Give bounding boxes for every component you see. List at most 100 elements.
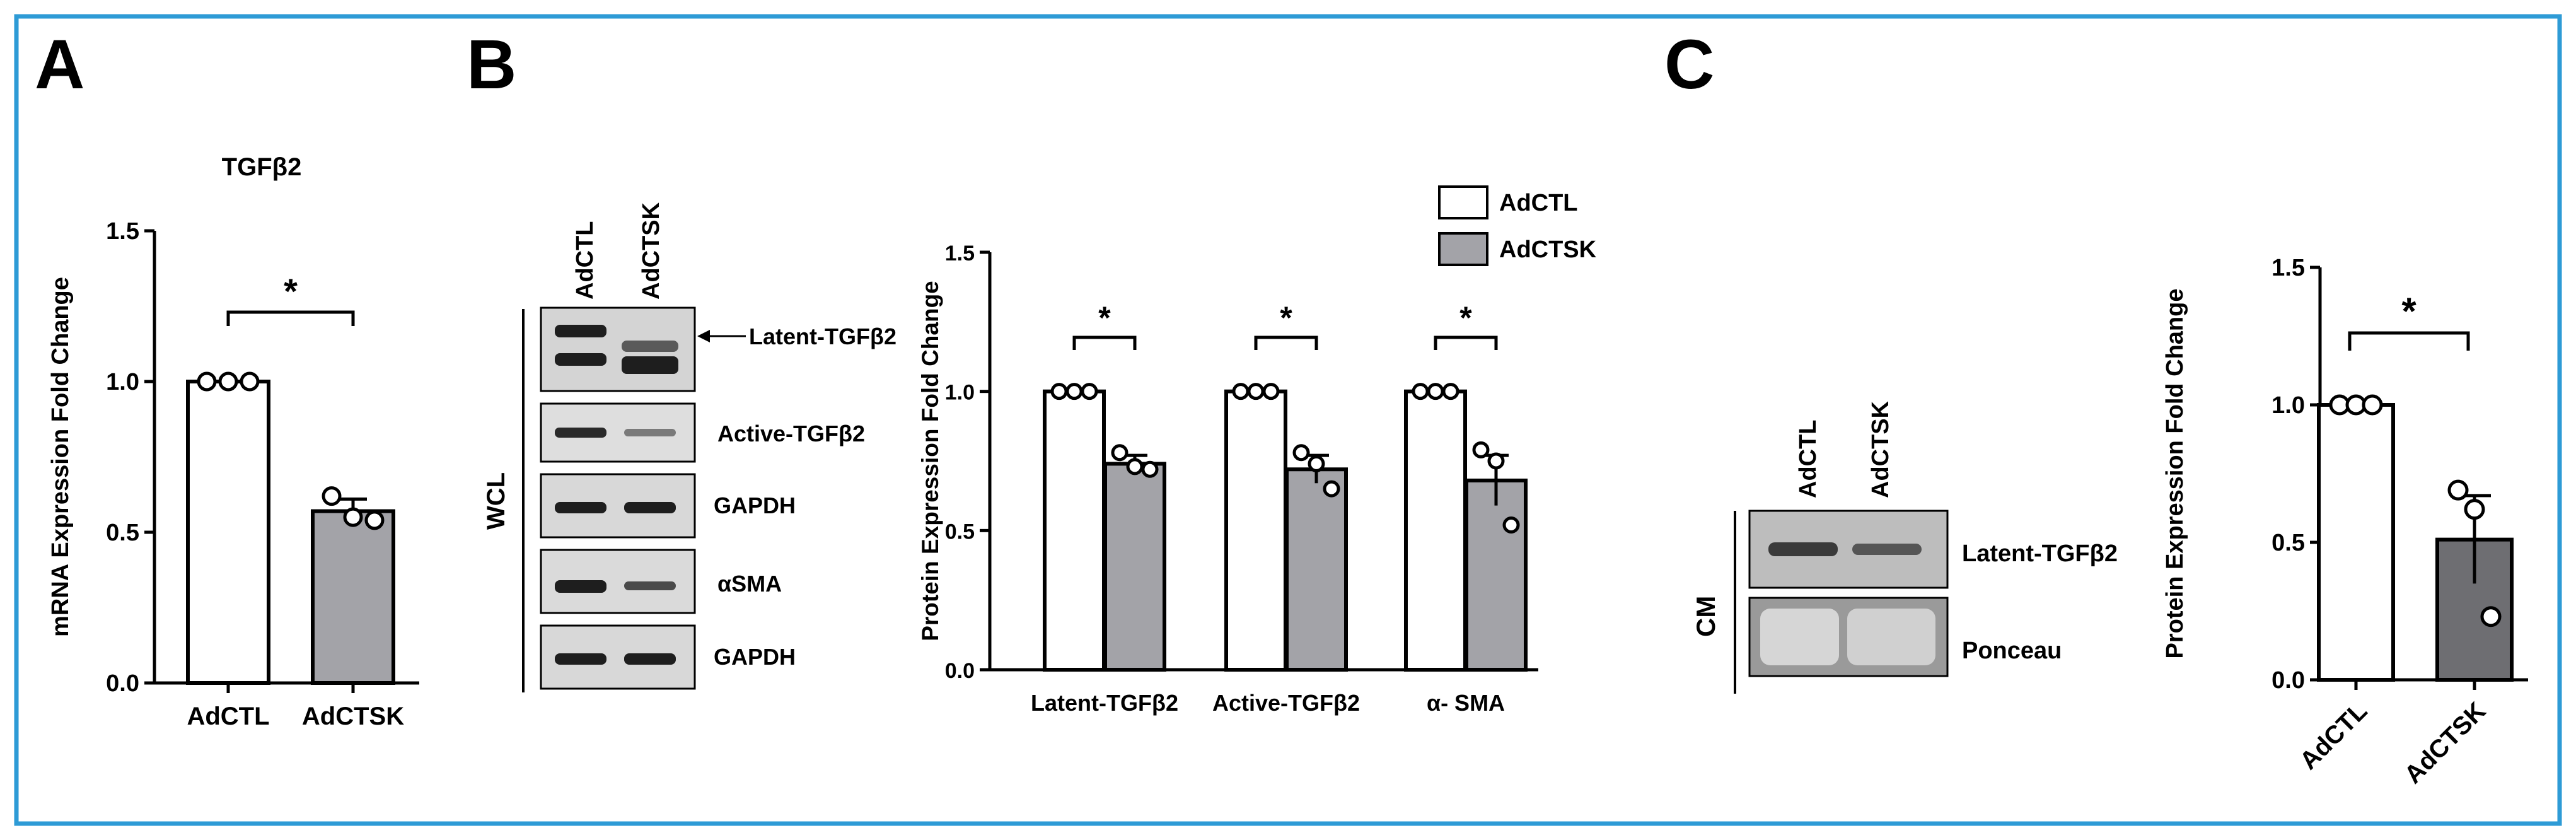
chart-b-bar xyxy=(1043,389,1106,672)
chart-b-data-point xyxy=(1065,383,1083,400)
band xyxy=(555,502,606,513)
band xyxy=(555,580,606,593)
panel-letter-a: A xyxy=(35,26,84,103)
chart-c-significance-bracket xyxy=(2348,331,2470,351)
chart-a-y-tick-label: 0.5 xyxy=(106,520,139,546)
chart-c-y-tick-label: 1.5 xyxy=(2271,255,2305,281)
blot-b-row-label: GAPDH xyxy=(714,644,796,670)
chart-b-bar xyxy=(1404,389,1467,672)
blot-b-lane-label-adctl: AdCTL xyxy=(572,221,598,300)
band xyxy=(1760,609,1839,665)
chart-a-x-tick-label: AdCTSK xyxy=(302,703,404,730)
blot-c-row-label: Ponceau xyxy=(1962,638,2062,664)
chart-c-bar xyxy=(2317,403,2395,682)
chart-b-y-tick-label: 0.0 xyxy=(945,659,975,683)
chart-c-y-axis-label: Protein Expression Fold Change xyxy=(2162,289,2188,659)
blot-b-lane-label-adctsk: AdCTSK xyxy=(638,202,664,300)
chart-b-data-point xyxy=(1232,383,1250,400)
chart-a-data-point xyxy=(197,371,217,392)
band xyxy=(1852,544,1922,555)
chart-b-x-tick-label: Latent-TGFβ2 xyxy=(1031,690,1178,716)
blot-b-group-label: WCL xyxy=(482,472,510,530)
legend-swatch-adctsk xyxy=(1438,232,1488,266)
band xyxy=(622,341,678,352)
chart-b-bar xyxy=(1285,467,1348,672)
chart-a-bar xyxy=(186,380,270,685)
blot-b-row-label: Active-TGFβ2 xyxy=(717,421,865,446)
blot-c-lane-label-adctsk: AdCTSK xyxy=(1867,400,1894,498)
chart-a: 0.0 0.5 1.0 1.5 mRNA Expression Fold Change A… xyxy=(47,218,419,730)
chart-b-legend: AdCTL AdCTSK xyxy=(1438,185,1597,266)
blot-c-row-label: Latent-TGFβ2 xyxy=(1962,540,2118,567)
panel-c-blot: AdCTL AdCTSK CM Latent-TGFβ2 Ponceau xyxy=(1691,400,2118,694)
chart-a-significance-star: * xyxy=(284,271,298,311)
chart-c-significance-star: * xyxy=(2401,290,2416,332)
chart-b-data-point xyxy=(1262,383,1280,400)
chart-c-data-point xyxy=(2362,394,2383,416)
chart-c-data-point xyxy=(2464,499,2485,520)
chart-a-y-axis-label: mRNA Expression Fold Change xyxy=(47,277,74,637)
chart-b-bar xyxy=(1465,478,1528,672)
chart-c-data-point xyxy=(2480,606,2502,627)
chart-b-data-point xyxy=(1472,441,1490,458)
chart-b-data-point xyxy=(1427,383,1444,400)
band xyxy=(1768,542,1838,556)
panel-b-blot: AdCTL AdCTSK WCL Latent-TGFβ2 Active-TGF… xyxy=(482,202,896,692)
chart-b-bar xyxy=(1103,462,1166,672)
chart-a-data-point xyxy=(240,371,260,392)
chart-b-significance-bracket xyxy=(1072,335,1137,350)
chart-b-significance-star: * xyxy=(1459,300,1472,335)
chart-b-significance-bracket xyxy=(1434,335,1498,350)
band xyxy=(555,353,606,366)
chart-a-y-tick-label: 1.0 xyxy=(106,369,139,395)
chart-a-data-point xyxy=(364,510,385,530)
band xyxy=(624,581,676,590)
chart-a-data-point xyxy=(322,486,342,506)
chart-b-x-tick-label: α- SMA xyxy=(1427,690,1505,716)
chart-b-data-point xyxy=(1050,383,1068,400)
legend-swatch-adctl xyxy=(1438,185,1488,219)
chart-b-significance-star: * xyxy=(1280,300,1292,335)
chart-c-data-point xyxy=(2447,479,2469,501)
band xyxy=(555,428,606,438)
band xyxy=(1847,609,1935,665)
chart-a-data-point xyxy=(343,507,363,527)
chart-b-y-tick-label: 1.0 xyxy=(945,381,975,405)
chart-a-y-tick-label: 1.5 xyxy=(106,218,139,245)
chart-b-data-point xyxy=(1111,444,1128,462)
blot-c-lane-label-adctl: AdCTL xyxy=(1795,419,1821,498)
panel-letter-b: B xyxy=(467,26,516,103)
chart-b-data-point xyxy=(1081,383,1098,400)
chart-b-y-tick-label: 0.5 xyxy=(945,520,975,544)
blot-c-group-label: CM xyxy=(1691,596,1720,637)
chart-a-y-tick-label: 0.0 xyxy=(106,670,139,697)
chart-a-significance-bracket xyxy=(226,310,355,326)
band xyxy=(622,356,678,374)
chart-a-data-point xyxy=(218,371,238,392)
chart-b-significance-star: * xyxy=(1098,300,1111,335)
legend-label-adctsk: AdCTSK xyxy=(1499,236,1597,263)
blot-b-row-label: Latent-TGFβ2 xyxy=(749,324,896,349)
chart-b-y-tick-label: 1.5 xyxy=(945,242,975,265)
blot-b-row-label: αSMA xyxy=(717,571,782,597)
band xyxy=(624,653,676,665)
chart-b-data-point xyxy=(1292,444,1310,462)
chart-b-data-point xyxy=(1141,460,1159,478)
chart-a-bar xyxy=(311,509,395,685)
chart-c-y-tick-label: 0.5 xyxy=(2271,530,2305,556)
chart-b-data-point xyxy=(1323,480,1340,498)
band xyxy=(624,429,676,436)
chart-b-data-point xyxy=(1412,383,1429,400)
chart-c-y-tick-label: 1.0 xyxy=(2271,392,2305,419)
panel-letter-c: C xyxy=(1664,26,1714,103)
chart-b-significance-bracket xyxy=(1254,335,1318,350)
chart-b-data-point xyxy=(1247,383,1265,400)
chart-b-x-tick-label: Active-TGFβ2 xyxy=(1212,690,1360,716)
legend-label-adctl: AdCTL xyxy=(1499,190,1578,216)
chart-b-data-point xyxy=(1487,452,1505,470)
chart-b-data-point xyxy=(1442,383,1459,400)
chart-b-data-point xyxy=(1502,516,1520,534)
figure-frame xyxy=(14,14,2562,826)
